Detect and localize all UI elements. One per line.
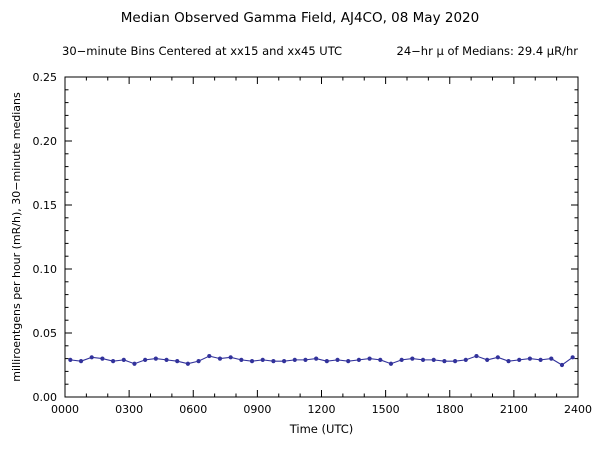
data-point [143, 357, 148, 362]
data-point [292, 357, 297, 362]
data-point [346, 359, 351, 364]
data-point [410, 356, 415, 361]
chart-subtitle-bins: 30−minute Bins Centered at xx15 and xx45… [62, 44, 343, 58]
data-point [485, 357, 490, 362]
data-point [420, 357, 426, 362]
y-axis-label: milliroentgens per hour (mR/h), 30−minut… [10, 92, 23, 382]
data-point [207, 353, 212, 359]
data-point [442, 359, 447, 364]
y-tick-label: 0.20 [33, 135, 58, 148]
y-tick-label: 0.15 [33, 199, 58, 212]
data-point [314, 356, 319, 361]
chart-subtitle: 30−minute Bins Centered at xx15 and xx45… [62, 44, 578, 58]
data-point [217, 356, 223, 361]
x-tick-label: 0600 [179, 403, 207, 416]
x-tick-label: 0900 [243, 403, 271, 416]
y-tick-label: 0.00 [33, 391, 58, 404]
data-point [228, 355, 233, 360]
data-point [100, 356, 105, 361]
data-point [249, 359, 255, 364]
x-tick-label: 1200 [308, 403, 336, 416]
data-point [164, 357, 169, 362]
data-point [549, 356, 554, 361]
data-point [495, 355, 500, 360]
data-point [356, 357, 362, 362]
data-point [324, 359, 329, 364]
data-point [570, 355, 575, 360]
data-point [388, 361, 394, 366]
data-point [239, 357, 244, 362]
data-point [335, 357, 340, 362]
data-point [506, 359, 511, 364]
x-tick-label: 1500 [372, 403, 400, 416]
x-tick-label: 0000 [51, 403, 79, 416]
data-point [474, 353, 479, 359]
data-point [89, 355, 94, 360]
x-tick-label: 2400 [564, 403, 592, 416]
y-tick-label: 0.10 [33, 263, 58, 276]
x-tick-label: 2100 [500, 403, 528, 416]
data-point [463, 357, 468, 362]
y-tick-label: 0.05 [33, 327, 58, 340]
data-point [431, 357, 436, 362]
data-point [110, 359, 116, 364]
data-point [281, 359, 287, 364]
x-tick-label: 1800 [436, 403, 464, 416]
data-point [303, 357, 308, 362]
data-point [121, 357, 126, 362]
data-point [68, 357, 73, 362]
data-point [153, 356, 158, 361]
chart-title: Median Observed Gamma Field, AJ4CO, 08 M… [120, 10, 480, 26]
data-point [196, 359, 201, 364]
chart-subtitle-mean: 24−hr μ of Medians: 29.4 μR/hr [396, 44, 578, 58]
x-axis-label: Time (UTC) [289, 422, 354, 436]
data-point [175, 359, 180, 364]
plot-frame [64, 76, 579, 398]
data-point [260, 357, 265, 362]
data-point [538, 357, 543, 362]
data-point [185, 361, 191, 366]
x-tick-label: 0300 [115, 403, 143, 416]
data-point [517, 357, 522, 362]
data-point [132, 361, 137, 366]
data-point [271, 359, 276, 364]
y-tick-label: 0.25 [33, 71, 58, 84]
data-point [559, 362, 565, 368]
data-point [378, 357, 383, 362]
data-point [367, 356, 372, 361]
data-point [527, 356, 533, 361]
data-point [399, 357, 404, 362]
data-point [78, 359, 84, 364]
data-point [452, 359, 458, 364]
